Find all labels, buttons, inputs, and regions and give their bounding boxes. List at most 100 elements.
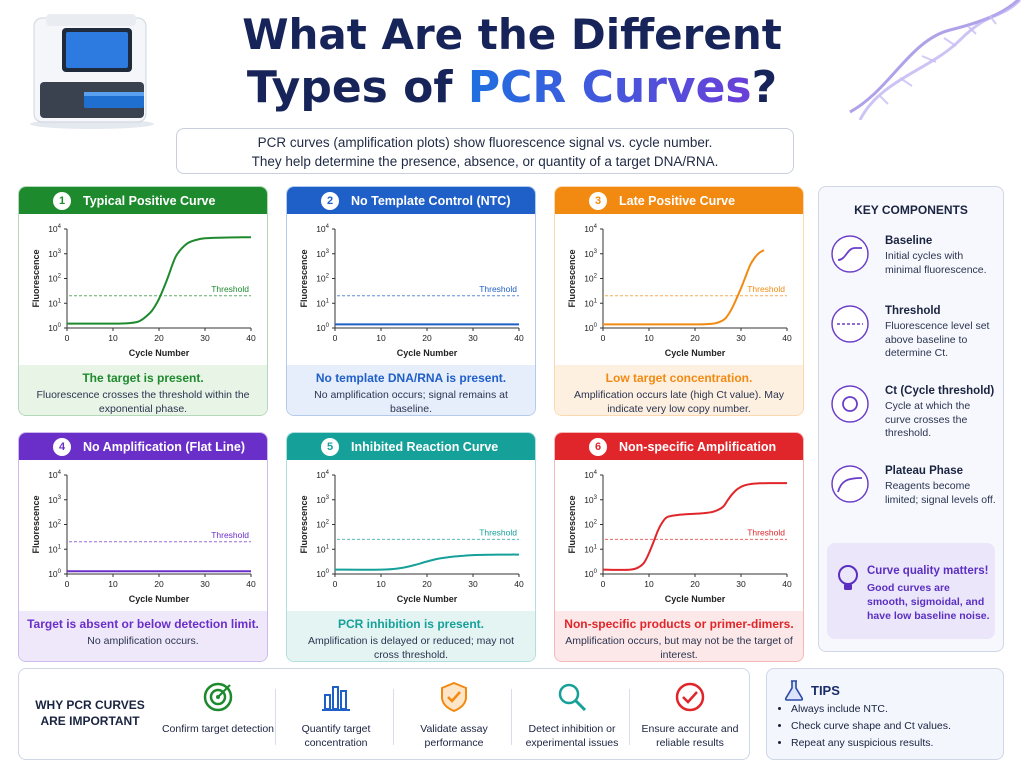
y-tick-label: 101 xyxy=(584,298,597,308)
why-item: Detect inhibition or experimental issues xyxy=(513,677,631,749)
magnifier-icon xyxy=(558,683,587,712)
card-footer-title: Non-specific products or primer-dimers. xyxy=(564,617,794,631)
card-header: 4 No Amplification (Flat Line) xyxy=(19,433,267,460)
x-tick-label: 20 xyxy=(690,333,700,343)
x-tick-label: 10 xyxy=(376,579,386,589)
y-tick-label: 104 xyxy=(584,470,597,480)
x-axis-label: Cycle Number xyxy=(397,348,458,358)
y-tick-label: 103 xyxy=(48,495,61,505)
x-tick-label: 20 xyxy=(422,333,432,343)
y-tick-label: 101 xyxy=(316,298,329,308)
threshold-label: Threshold xyxy=(479,284,517,294)
card-footer-title: PCR inhibition is present. xyxy=(337,617,484,631)
y-axis-label: Fluorescence xyxy=(31,249,41,307)
y-tick-label: 104 xyxy=(48,470,61,480)
why-item: Quantify target concentration xyxy=(277,677,395,749)
x-tick-label: 30 xyxy=(200,579,210,589)
why-important-title: WHY PCR CURVES ARE IMPORTANT xyxy=(35,698,145,728)
y-tick-label: 101 xyxy=(48,298,61,308)
key-components-title: KEY COMPONENTS xyxy=(854,203,968,217)
x-tick-label: 40 xyxy=(246,579,256,589)
y-tick-label: 100 xyxy=(48,569,61,579)
x-tick-label: 0 xyxy=(65,579,70,589)
x-tick-label: 30 xyxy=(736,333,746,343)
card-title: Non-specific Amplification xyxy=(619,439,777,454)
x-axis-label: Cycle Number xyxy=(129,348,190,358)
key-component-desc: Reagents become limited; signal levels o… xyxy=(885,480,996,506)
intro-line2: They help determine the presence, absenc… xyxy=(251,154,719,169)
y-tick-label: 103 xyxy=(316,495,329,505)
card-footer-title: Target is absent or below detection limi… xyxy=(27,617,259,631)
x-tick-label: 20 xyxy=(690,579,700,589)
baseline-icon xyxy=(831,235,869,273)
y-tick-label: 102 xyxy=(316,274,329,284)
curve-card-4: 4 No Amplification (Flat Line) Target is a… xyxy=(18,432,268,662)
tip-item: Check curve shape and Ct values. xyxy=(791,718,951,735)
x-tick-label: 40 xyxy=(246,333,256,343)
y-axis-label: Fluorescence xyxy=(299,249,309,307)
amplification-chart: 100 101 102 103 104 0 10 20 30 40 Cycle Number Fluo… xyxy=(31,470,256,604)
card-footer-title: The target is present. xyxy=(82,371,204,385)
y-tick-label: 103 xyxy=(48,249,61,259)
y-axis-label: Fluorescence xyxy=(567,249,577,307)
y-tick-label: 100 xyxy=(584,323,597,333)
x-tick-label: 40 xyxy=(514,579,524,589)
page-title-line2: Types of PCR Curves? xyxy=(0,62,1024,113)
x-tick-label: 10 xyxy=(108,579,118,589)
tips-list: Always include NTC. Check curve shape an… xyxy=(773,701,951,752)
x-tick-label: 30 xyxy=(468,579,478,589)
title-prefix: Types of xyxy=(246,62,468,113)
intro-box: PCR curves (amplification plots) show fl… xyxy=(176,128,794,174)
card-number: 5 xyxy=(321,437,339,456)
amplification-chart: 100 101 102 103 104 0 10 20 30 40 Cycle Number Fluo… xyxy=(31,224,256,358)
key-component-title: Ct (Cycle threshold) xyxy=(885,385,995,397)
card-header: 5 Inhibited Reaction Curve xyxy=(287,433,535,460)
curve-quality-box: Curve quality matters! Good curves are s… xyxy=(827,543,995,639)
y-tick-label: 102 xyxy=(584,520,597,530)
why-item: Ensure accurate and reliable results xyxy=(631,677,749,749)
threshold-label: Threshold xyxy=(479,527,517,537)
key-component-desc: Fluorescence level set above baseline to… xyxy=(885,320,990,359)
x-tick-label: 20 xyxy=(154,333,164,343)
card-number: 1 xyxy=(53,191,71,210)
amplification-curve xyxy=(66,236,251,325)
why-item-label: Ensure accurate and reliable results xyxy=(641,723,739,749)
card-footer: Target is absent or below detection limi… xyxy=(19,611,267,661)
y-tick-label: 100 xyxy=(584,569,597,579)
tip-item: Repeat any suspicious results. xyxy=(791,735,951,752)
y-tick-label: 102 xyxy=(316,520,329,530)
x-axis-label: Cycle Number xyxy=(665,594,726,604)
why-item-label: Quantify target concentration xyxy=(301,723,371,749)
y-tick-label: 102 xyxy=(48,274,61,284)
y-tick-label: 103 xyxy=(584,495,597,505)
card-footer-title: No template DNA/RNA is present. xyxy=(315,371,507,385)
card-footer-desc: Fluorescence crosses the threshold withi… xyxy=(36,389,250,415)
card-title: No Amplification (Flat Line) xyxy=(83,439,246,454)
x-tick-label: 30 xyxy=(468,333,478,343)
title-suffix: ? xyxy=(751,62,778,113)
key-component-title: Plateau Phase xyxy=(885,465,963,477)
y-tick-label: 102 xyxy=(48,520,61,530)
plateau-icon xyxy=(831,465,869,503)
why-item-label: Validate assay performance xyxy=(420,723,488,749)
target-icon xyxy=(203,682,233,712)
why-item: Validate assay performance xyxy=(395,677,513,749)
curve-card-2: 2 No Template Control (NTC) No template DN… xyxy=(286,186,536,416)
y-tick-label: 102 xyxy=(584,274,597,284)
x-tick-label: 30 xyxy=(200,333,210,343)
title-highlight: PCR Curves xyxy=(467,62,752,113)
curve-card-3: 3 Late Positive Curve Low target concentra… xyxy=(554,186,804,416)
y-tick-label: 103 xyxy=(316,249,329,259)
curve-card-5: 5 Inhibited Reaction Curve PCR inhibition … xyxy=(286,432,536,662)
key-component-title: Baseline xyxy=(885,235,933,247)
x-axis-label: Cycle Number xyxy=(129,594,190,604)
card-number: 4 xyxy=(53,437,71,456)
card-number: 3 xyxy=(589,191,607,210)
y-tick-label: 101 xyxy=(584,544,597,554)
x-tick-label: 0 xyxy=(65,333,70,343)
x-tick-label: 10 xyxy=(644,333,654,343)
page-title-line1: What Are the Different xyxy=(242,10,782,59)
card-footer-desc: No amplification occurs; signal remains … xyxy=(314,389,508,415)
check-circle-icon xyxy=(675,682,705,712)
x-tick-label: 0 xyxy=(601,333,606,343)
